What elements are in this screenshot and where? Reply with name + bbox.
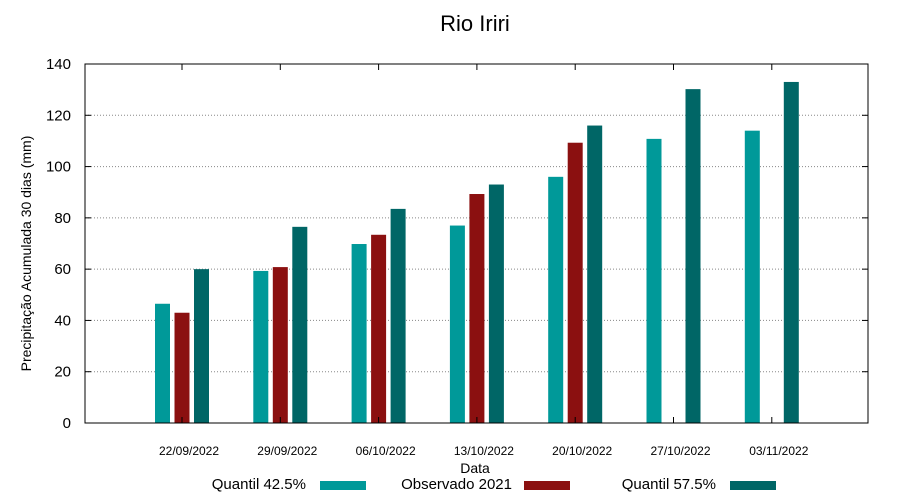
x-axis-label: Data bbox=[460, 460, 490, 476]
legend-swatch bbox=[524, 481, 570, 490]
bar-quantil-42-5--4 bbox=[548, 176, 564, 423]
x-tick-label: 27/10/2022 bbox=[650, 444, 710, 458]
bars-group bbox=[155, 81, 799, 424]
bar-quantil-42-5--0 bbox=[155, 303, 170, 423]
bar-quantil-42-5--2 bbox=[351, 244, 367, 423]
x-tick-label: 03/11/2022 bbox=[749, 444, 808, 458]
y-tick-label: 120 bbox=[46, 107, 71, 124]
y-tick-label: 0 bbox=[63, 415, 71, 432]
legend-swatch bbox=[320, 481, 366, 490]
bar-observado-2021-0 bbox=[174, 312, 190, 423]
bar-quantil-42-5--1 bbox=[253, 270, 269, 423]
bar-quantil-42-5--3 bbox=[449, 225, 465, 423]
bar-quantil-57-5--5 bbox=[685, 89, 701, 423]
bar-quantil-57-5--0 bbox=[194, 269, 209, 423]
legend-swatch bbox=[730, 481, 776, 490]
bar-quantil-57-5--4 bbox=[587, 125, 603, 424]
x-tick-label: 22/09/2022 bbox=[159, 444, 219, 458]
chart-title: Rio Iriri bbox=[440, 11, 510, 36]
legend-label: Quantil 42.5% bbox=[212, 476, 306, 493]
bar-quantil-57-5--2 bbox=[390, 208, 406, 423]
bar-observado-2021-2 bbox=[371, 234, 387, 423]
y-tick-label: 20 bbox=[54, 364, 71, 381]
bar-quantil-57-5--3 bbox=[488, 184, 504, 423]
bar-observado-2021-3 bbox=[469, 194, 485, 423]
y-tick-labels: 0 20 40 60 80 100 120 140 bbox=[46, 56, 868, 432]
legend: Quantil 42.5% Observado 2021 Quantil 57.5% bbox=[212, 476, 776, 493]
legend-label: Quantil 57.5% bbox=[622, 476, 716, 493]
x-tick-labels: 22/09/2022 29/09/2022 06/10/2022 13/10/2022… bbox=[159, 64, 809, 458]
bar-observado-2021-4 bbox=[567, 142, 583, 423]
legend-label: Observado 2021 bbox=[401, 476, 512, 493]
bar-quantil-42-5--6 bbox=[744, 130, 760, 423]
bar-quantil-42-5--5 bbox=[646, 138, 662, 423]
y-tick-label: 100 bbox=[46, 159, 71, 176]
bar-quantil-57-5--1 bbox=[292, 226, 308, 423]
bar-observado-2021-1 bbox=[272, 267, 288, 423]
y-tick-label: 140 bbox=[46, 56, 71, 73]
y-tick-label: 80 bbox=[54, 210, 71, 227]
x-tick-label: 13/10/2022 bbox=[454, 444, 514, 458]
x-tick-label: 06/10/2022 bbox=[356, 444, 416, 458]
y-tick-label: 60 bbox=[54, 261, 71, 278]
y-tick-label: 40 bbox=[54, 312, 71, 329]
x-tick-label: 20/10/2022 bbox=[552, 444, 612, 458]
y-axis-label: Precipitação Acumulada 30 dias (mm) bbox=[18, 136, 34, 372]
x-tick-label: 29/09/2022 bbox=[257, 444, 317, 458]
bar-quantil-57-5--6 bbox=[783, 81, 799, 423]
